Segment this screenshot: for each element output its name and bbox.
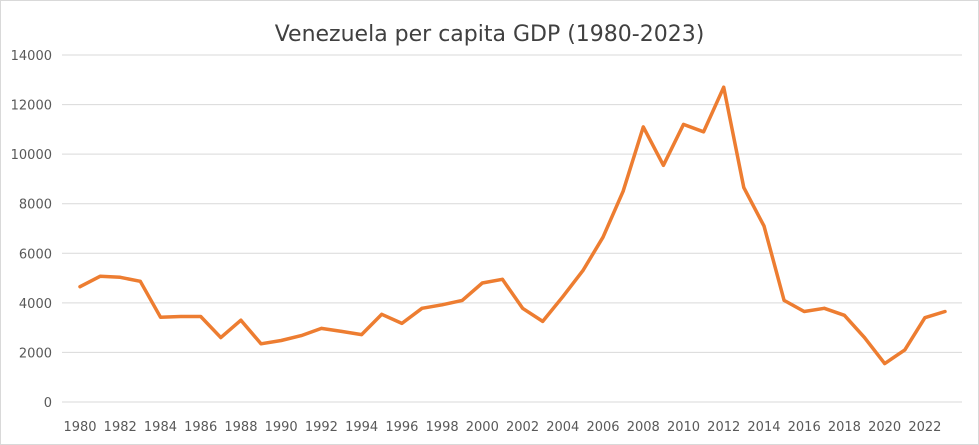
x-tick-label: 1988 [224, 420, 257, 435]
data-point [420, 306, 424, 310]
x-axis-ticks: 1980 1982 1984 1986 1988 1990 1992 1994 1996 1998… [63, 420, 941, 435]
data-point [842, 313, 846, 317]
data-point [239, 318, 243, 322]
data-point [722, 85, 726, 89]
x-tick-label: 1980 [63, 420, 96, 435]
y-tick-label: 10000 [11, 148, 52, 163]
data-point [681, 122, 685, 126]
y-tick-label: 0 [44, 396, 52, 411]
data-point [581, 269, 585, 273]
data-point [521, 306, 525, 310]
data-point [440, 303, 444, 307]
x-tick-label: 2014 [747, 420, 780, 435]
x-tick-label: 1996 [385, 420, 418, 435]
x-tick-label: 2002 [506, 420, 539, 435]
y-tick-label: 6000 [19, 247, 52, 262]
x-tick-label: 2016 [788, 420, 821, 435]
data-point [883, 362, 887, 366]
data-point [319, 326, 323, 330]
data-point [923, 316, 927, 320]
x-tick-label: 2008 [627, 420, 660, 435]
x-tick-label: 2000 [466, 420, 499, 435]
x-tick-label: 2012 [707, 420, 740, 435]
data-point [179, 314, 183, 318]
chart-title: Venezuela per capita GDP (1980-2023) [274, 22, 705, 47]
y-tick-label: 14000 [11, 49, 52, 64]
x-tick-label: 2010 [667, 420, 700, 435]
x-tick-label: 2022 [908, 420, 941, 435]
data-point [702, 130, 706, 134]
x-tick-label: 2018 [828, 420, 861, 435]
series-layer [78, 85, 947, 366]
y-tick-label: 4000 [19, 297, 52, 312]
x-tick-label: 1998 [426, 420, 459, 435]
data-point [279, 339, 283, 343]
data-point [541, 319, 545, 323]
data-point [400, 321, 404, 325]
data-point [561, 295, 565, 299]
data-point [500, 277, 504, 281]
data-point [259, 342, 263, 346]
data-point [903, 348, 907, 352]
data-point [601, 235, 605, 239]
y-tick-label: 12000 [11, 99, 52, 114]
data-point [340, 329, 344, 333]
y-tick-label: 2000 [19, 346, 52, 361]
x-tick-label: 1984 [144, 420, 177, 435]
data-point [802, 310, 806, 314]
series-line-0 [78, 85, 947, 366]
x-tick-label: 2006 [586, 420, 619, 435]
data-point [863, 336, 867, 340]
data-point [621, 189, 625, 193]
x-tick-label: 1994 [345, 420, 378, 435]
data-point [138, 279, 142, 283]
x-tick-label: 1982 [104, 420, 137, 435]
data-point [98, 274, 102, 278]
data-point [360, 333, 364, 337]
data-point [219, 336, 223, 340]
data-point [742, 186, 746, 190]
data-point [762, 224, 766, 228]
x-tick-label: 1990 [265, 420, 298, 435]
data-point [158, 315, 162, 319]
x-tick-label: 2020 [868, 420, 901, 435]
data-point [822, 306, 826, 310]
gridlines [62, 54, 962, 403]
x-tick-label: 1992 [305, 420, 338, 435]
x-tick-label: 1986 [184, 420, 217, 435]
data-point [661, 163, 665, 167]
data-point [782, 298, 786, 302]
data-point [118, 275, 122, 279]
data-point [299, 334, 303, 338]
data-point [943, 310, 947, 314]
y-tick-label: 8000 [19, 198, 52, 213]
data-point [78, 285, 82, 289]
data-point [380, 312, 384, 316]
data-point [641, 125, 645, 129]
data-point [460, 298, 464, 302]
y-axis-ticks: 0 2000 4000 6000 8000 10000 12000 14000 [11, 49, 52, 411]
x-tick-label: 2004 [546, 420, 579, 435]
data-point [480, 281, 484, 285]
data-point [199, 314, 203, 318]
